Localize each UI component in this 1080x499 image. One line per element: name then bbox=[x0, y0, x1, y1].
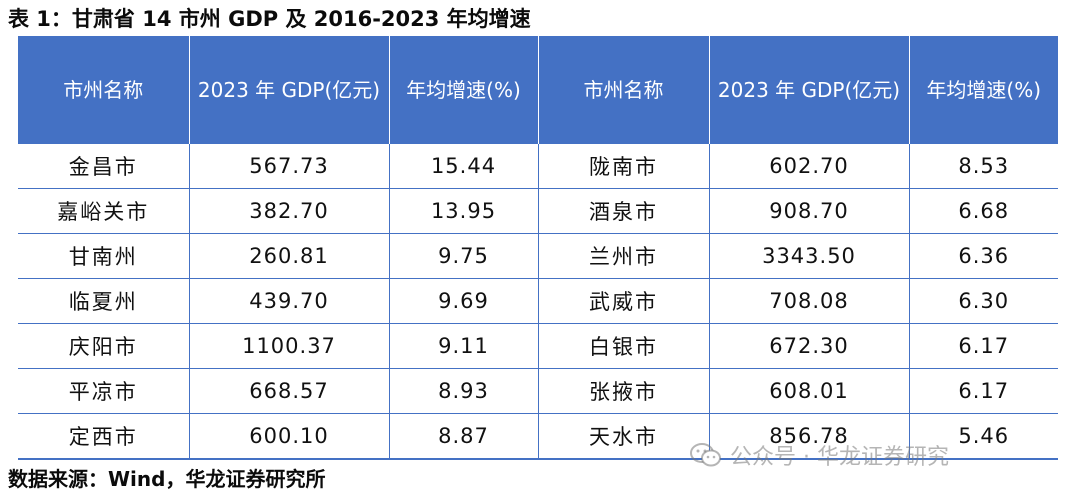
header-gdp-left: 2023 年 GDP(亿元) bbox=[189, 36, 390, 144]
table-row: 庆阳市 1100.37 9.11 白银市 672.30 6.17 bbox=[18, 323, 1058, 369]
city-cell: 临夏州 bbox=[18, 278, 190, 324]
header-gdp-right: 2023 年 GDP(亿元) bbox=[709, 36, 910, 144]
city-cell: 兰州市 bbox=[538, 233, 710, 279]
gdp-cell: 856.78 bbox=[709, 413, 910, 460]
city-cell: 甘南州 bbox=[18, 233, 190, 279]
table-row: 定西市 600.10 8.87 天水市 856.78 5.46 bbox=[18, 413, 1058, 460]
gdp-cell: 602.70 bbox=[709, 144, 910, 189]
watermark-text: 公众号 · 华龙证券研究 bbox=[730, 445, 949, 470]
growth-cell: 9.75 bbox=[389, 233, 539, 279]
growth-cell: 6.17 bbox=[909, 323, 1058, 369]
city-cell: 金昌市 bbox=[18, 144, 190, 189]
gdp-cell: 668.57 bbox=[189, 368, 390, 414]
gdp-cell: 382.70 bbox=[189, 188, 390, 234]
city-cell: 庆阳市 bbox=[18, 323, 190, 369]
table-body: 金昌市 567.73 15.44 陇南市 602.70 8.53 嘉峪关市 38… bbox=[18, 144, 1058, 460]
growth-cell: 8.87 bbox=[389, 413, 539, 460]
growth-cell: 6.30 bbox=[909, 278, 1058, 324]
header-growth-left: 年均增速(%) bbox=[389, 36, 539, 144]
city-cell: 天水市 bbox=[538, 413, 710, 460]
table-row: 临夏州 439.70 9.69 武威市 708.08 6.30 bbox=[18, 278, 1058, 324]
gdp-cell: 260.81 bbox=[189, 233, 390, 279]
header-growth-right: 年均增速(%) bbox=[909, 36, 1058, 144]
growth-cell: 15.44 bbox=[389, 144, 539, 189]
wechat-icon bbox=[690, 443, 721, 467]
city-cell: 嘉峪关市 bbox=[18, 188, 190, 234]
source-note: 数据来源：Wind，华龙证券研究所 bbox=[8, 467, 326, 491]
header-city-right: 市州名称 bbox=[538, 36, 710, 144]
city-cell: 定西市 bbox=[18, 413, 190, 460]
table-row: 嘉峪关市 382.70 13.95 酒泉市 908.70 6.68 bbox=[18, 188, 1058, 234]
growth-cell: 8.53 bbox=[909, 144, 1058, 189]
gdp-cell: 439.70 bbox=[189, 278, 390, 324]
gdp-cell: 3343.50 bbox=[709, 233, 910, 279]
gdp-table: 市州名称 2023 年 GDP(亿元) 年均增速(%) 市州名称 2023 年 … bbox=[18, 36, 1058, 460]
growth-cell: 9.11 bbox=[389, 323, 539, 369]
growth-cell: 13.95 bbox=[389, 188, 539, 234]
city-cell: 平凉市 bbox=[18, 368, 190, 414]
table-row: 平凉市 668.57 8.93 张掖市 608.01 6.17 bbox=[18, 368, 1058, 414]
gdp-cell: 608.01 bbox=[709, 368, 910, 414]
growth-cell: 9.69 bbox=[389, 278, 539, 324]
header-city-left: 市州名称 bbox=[18, 36, 190, 144]
growth-cell: 8.93 bbox=[389, 368, 539, 414]
header-row: 市州名称 2023 年 GDP(亿元) 年均增速(%) 市州名称 2023 年 … bbox=[18, 36, 1058, 144]
watermark: 公众号 · 华龙证券研究 bbox=[690, 437, 949, 473]
growth-cell: 6.68 bbox=[909, 188, 1058, 234]
gdp-cell: 708.08 bbox=[709, 278, 910, 324]
city-cell: 陇南市 bbox=[538, 144, 710, 189]
city-cell: 白银市 bbox=[538, 323, 710, 369]
gdp-cell: 600.10 bbox=[189, 413, 390, 460]
gdp-cell: 908.70 bbox=[709, 188, 910, 234]
city-cell: 武威市 bbox=[538, 278, 710, 324]
city-cell: 张掖市 bbox=[538, 368, 710, 414]
gdp-cell: 672.30 bbox=[709, 323, 910, 369]
table-row: 金昌市 567.73 15.44 陇南市 602.70 8.53 bbox=[18, 144, 1058, 189]
table-title: 表 1：甘肃省 14 市州 GDP 及 2016-2023 年均增速 bbox=[8, 7, 531, 31]
growth-cell: 5.46 bbox=[909, 413, 1058, 460]
growth-cell: 6.17 bbox=[909, 368, 1058, 414]
gdp-cell: 567.73 bbox=[189, 144, 390, 189]
gdp-cell: 1100.37 bbox=[189, 323, 390, 369]
city-cell: 酒泉市 bbox=[538, 188, 710, 234]
table-row: 甘南州 260.81 9.75 兰州市 3343.50 6.36 bbox=[18, 233, 1058, 279]
growth-cell: 6.36 bbox=[909, 233, 1058, 279]
